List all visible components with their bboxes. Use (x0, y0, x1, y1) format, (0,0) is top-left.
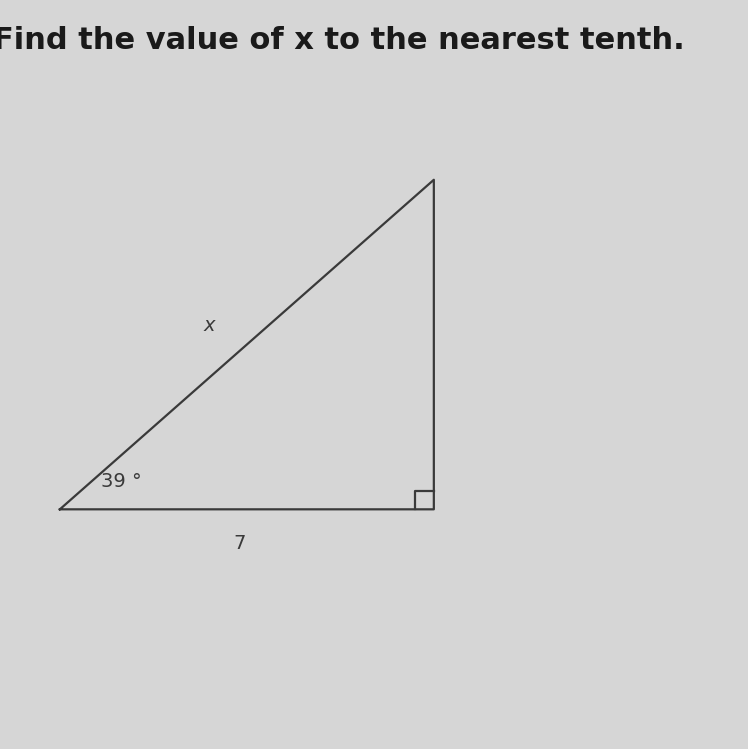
Text: 39 °: 39 ° (101, 472, 141, 491)
Text: 7: 7 (233, 533, 245, 553)
Text: x: x (203, 316, 215, 336)
Text: Find the value of x to the nearest tenth.: Find the value of x to the nearest tenth… (0, 26, 684, 55)
